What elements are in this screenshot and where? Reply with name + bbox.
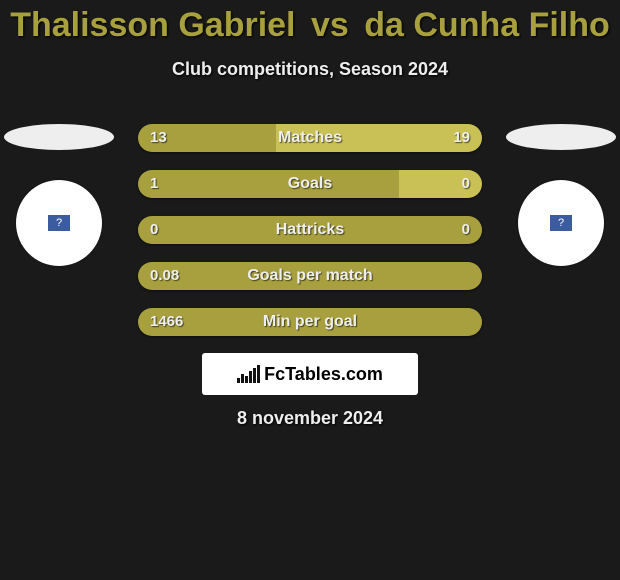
player-b-name: da Cunha Filho [364, 6, 610, 44]
player-a-name: Thalisson Gabriel [10, 6, 295, 44]
logo-text: FcTables.com [264, 364, 383, 385]
stat-row: 0.08Goals per match [138, 262, 482, 290]
page-title: Thalisson Gabriel vs da Cunha Filho [0, 0, 620, 45]
stat-label: Goals [138, 170, 482, 198]
stat-label: Matches [138, 124, 482, 152]
stat-bars: 1319Matches 10Goals 00Hattricks 0.08Goals p… [138, 124, 482, 336]
player-a-badge: ? [16, 180, 102, 266]
fctables-logo: FcTables.com [202, 353, 418, 395]
stat-label: Hattricks [138, 216, 482, 244]
shield-icon: ? [48, 215, 70, 231]
shield-icon: ? [550, 215, 572, 231]
player-a-column: ? [4, 124, 114, 266]
stat-row: 00Hattricks [138, 216, 482, 244]
bar-chart-icon [237, 365, 260, 383]
player-a-flag [4, 124, 114, 150]
stat-row: 1466Min per goal [138, 308, 482, 336]
date-label: 8 november 2024 [0, 408, 620, 429]
stat-label: Goals per match [138, 262, 482, 290]
stat-label: Min per goal [138, 308, 482, 336]
subtitle: Club competitions, Season 2024 [0, 59, 620, 80]
player-b-flag [506, 124, 616, 150]
stat-row: 1319Matches [138, 124, 482, 152]
title-vs: vs [311, 6, 349, 44]
player-b-badge: ? [518, 180, 604, 266]
player-b-column: ? [506, 124, 616, 266]
stat-row: 10Goals [138, 170, 482, 198]
